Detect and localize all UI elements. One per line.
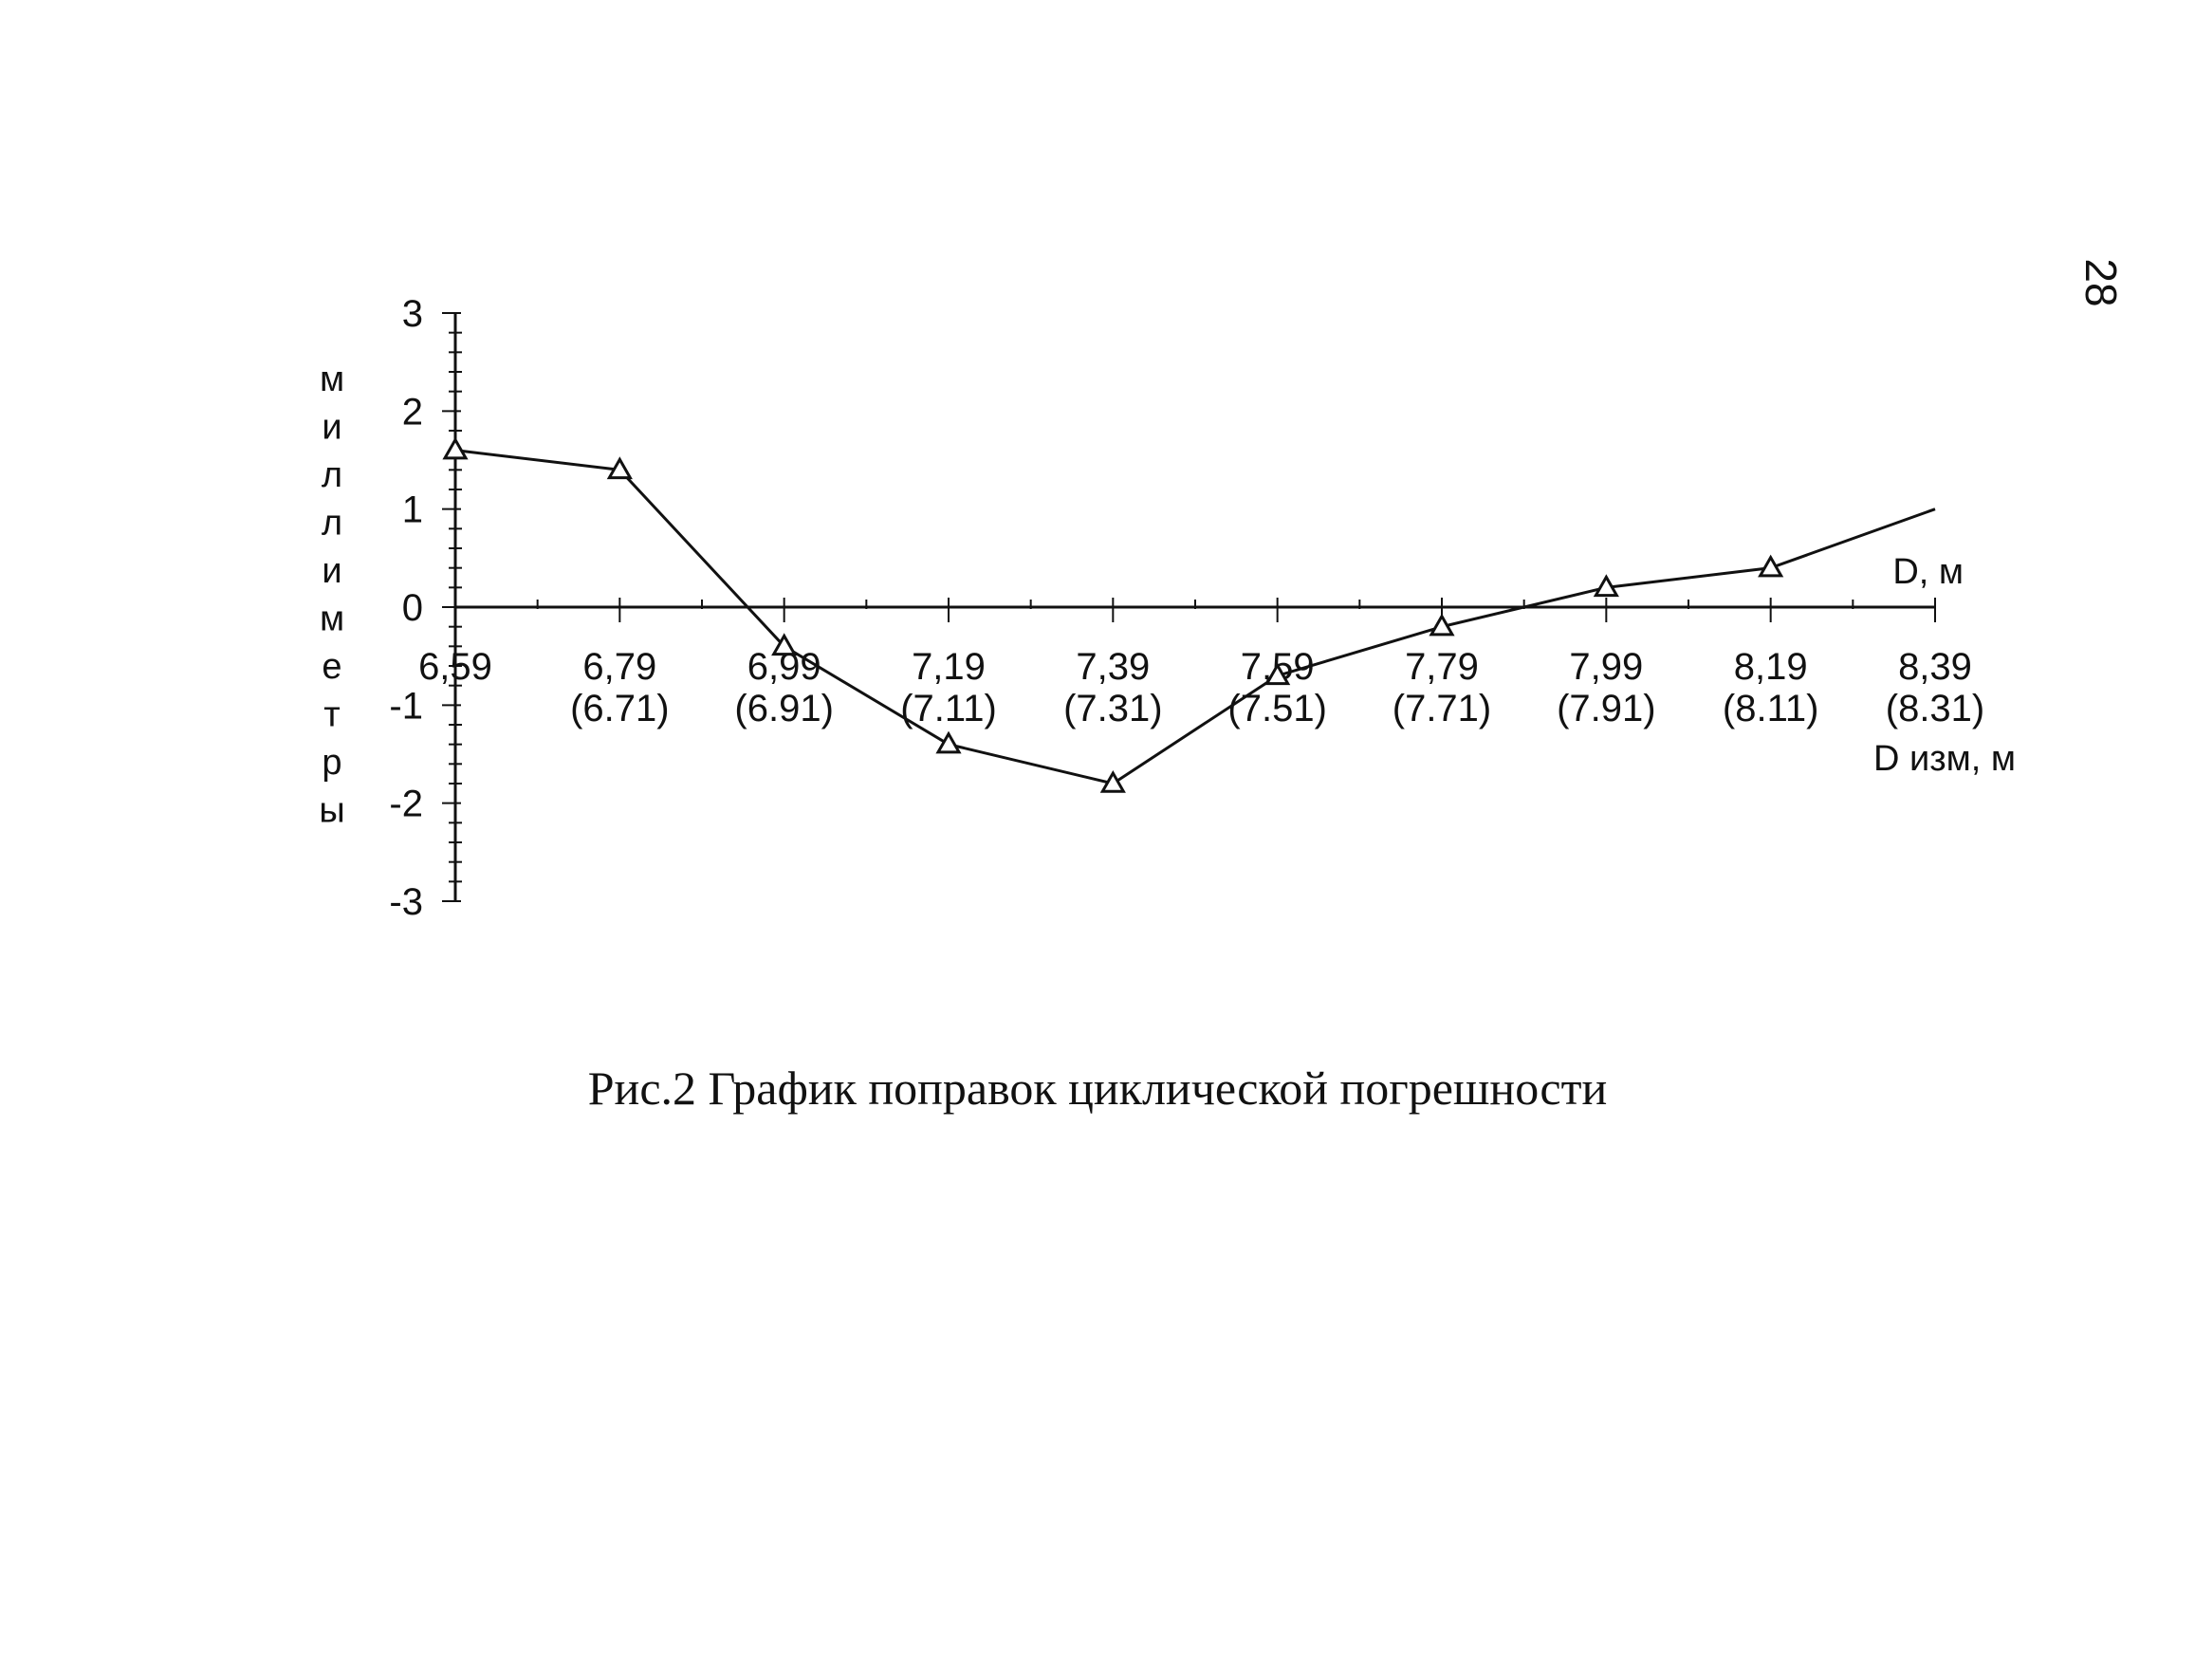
x-tick-label: 7,99 [1569, 646, 1643, 688]
data-point-marker [606, 456, 633, 480]
data-point-marker [1593, 574, 1619, 598]
x-tick-label: 8,39 [1898, 646, 1972, 688]
x-tick-sublabel: (7.71) [1393, 688, 1492, 729]
figure-caption: Рис.2 График поправок циклической погреш… [587, 1062, 1608, 1115]
y-axis-label-char: е [322, 647, 341, 687]
y-tick-label: -1 [389, 685, 423, 727]
x-axis-label: D, м [1892, 552, 1964, 592]
y-tick-label: -2 [389, 784, 423, 825]
data-point-marker [771, 633, 798, 656]
x-tick-sublabel: (7.51) [1227, 688, 1327, 729]
y-tick-label: 3 [402, 293, 423, 335]
y-axis-label-char: м [320, 600, 344, 639]
x-tick-label: 7,39 [1076, 646, 1150, 688]
x-ticks: 6,59 6,79(6.71)6,99(6.91)7,19(7.11)7,39(7… [418, 598, 1984, 729]
x-tick-sublabel: (7.31) [1063, 688, 1163, 729]
data-point-marker [935, 730, 962, 754]
x-tick-label: 7,19 [912, 646, 986, 688]
x-tick-label: 7,79 [1405, 646, 1479, 688]
x-tick-sublabel: (6.91) [734, 688, 834, 729]
data-point-marker [1264, 662, 1291, 686]
x-tick-sublabel: (8.31) [1886, 688, 1985, 729]
x-tick-label: 6,59 [418, 646, 492, 688]
x-tick-sublabel: (8.11) [1723, 688, 1819, 729]
x-tick-sublabel: (7.11) [900, 688, 997, 729]
y-ticks: 3 2 1 0 -1 -2 -3 [389, 293, 462, 923]
x-tick-label: 6,79 [582, 646, 656, 688]
x-axis-label-secondary: D изм, м [1873, 739, 2016, 779]
y-axis-label-char: и [322, 408, 341, 448]
y-axis-label-char: и [322, 551, 341, 591]
y-axis-label-char: р [322, 743, 341, 783]
data-point-marker [1429, 613, 1455, 637]
y-axis-label-char: м [320, 360, 344, 399]
y-tick-label: 1 [402, 489, 423, 531]
y-tick-label: 0 [402, 587, 423, 629]
x-tick-label: 8,19 [1734, 646, 1808, 688]
series [442, 436, 1936, 793]
y-axis-label-char: л [322, 504, 342, 544]
data-point-marker [442, 436, 469, 460]
y-axis-label-char: т [323, 695, 340, 735]
series-line [454, 449, 1936, 785]
x-tick-sublabel: (6.71) [570, 688, 670, 729]
y-tick-label: -3 [389, 881, 423, 923]
data-point-marker [1758, 554, 1784, 578]
data-point-marker [1099, 769, 1126, 793]
y-tick-label: 2 [402, 391, 423, 433]
y-axis-label-char: л [322, 455, 342, 495]
x-tick-sublabel: (7.91) [1557, 688, 1656, 729]
y-axis-label-char: ы [319, 791, 344, 831]
